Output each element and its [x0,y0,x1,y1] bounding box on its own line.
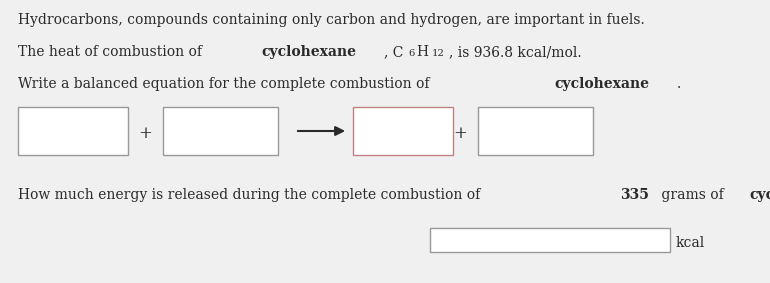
Bar [478,107,593,155]
Text: The heat of combustion of: The heat of combustion of [18,45,206,59]
Text: +: + [453,125,467,142]
Text: 12: 12 [432,49,445,58]
Text: cyclohexane: cyclohexane [554,77,650,91]
Bar [18,107,128,155]
Text: , C: , C [383,45,403,59]
Text: cyclohexane: cyclohexane [261,45,356,59]
Text: .: . [677,77,681,91]
Bar [163,107,278,155]
Text: kcal: kcal [676,236,705,250]
Bar [430,228,670,252]
Bar [353,107,453,155]
Text: Hydrocarbons, compounds containing only carbon and hydrogen, are important in fu: Hydrocarbons, compounds containing only … [18,13,644,27]
Text: 335: 335 [620,188,649,202]
Text: , is 936.8 kcal/mol.: , is 936.8 kcal/mol. [449,45,581,59]
Text: H: H [417,45,429,59]
Text: Write a balanced equation for the complete combustion of: Write a balanced equation for the comple… [18,77,434,91]
Text: cyclohexane: cyclohexane [749,188,770,202]
Text: +: + [138,125,152,142]
Text: 6: 6 [409,49,415,58]
Text: grams of: grams of [658,188,728,202]
Text: How much energy is released during the complete combustion of: How much energy is released during the c… [18,188,484,202]
